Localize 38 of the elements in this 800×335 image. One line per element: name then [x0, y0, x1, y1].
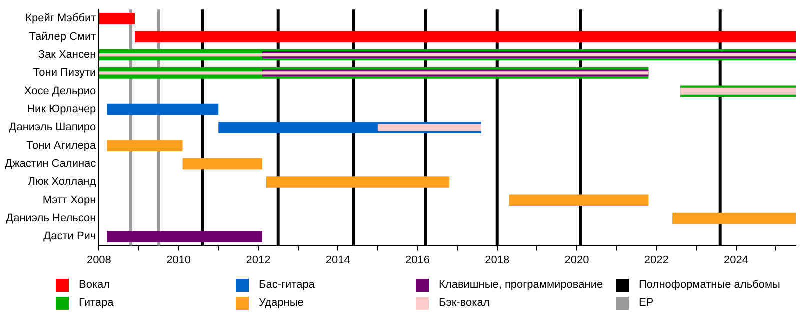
legend-label: Бэк-вокал [439, 297, 490, 309]
bar [135, 31, 796, 42]
legend-label: Вокал [79, 279, 110, 291]
legend-label: Гитара [79, 297, 114, 309]
y-tick-label: Дасти Рич [44, 230, 96, 243]
y-tick-label: Тони Агилера [26, 140, 98, 152]
legend-label: Клавишные, программирование [439, 279, 604, 291]
y-tick-label: Люк Холланд [28, 176, 97, 188]
x-tick-label: 2024 [724, 254, 749, 266]
y-tick-label: Мэтт Хорн [42, 194, 96, 206]
legend-label: Полноформатные альбомы [639, 279, 780, 291]
bar [107, 140, 183, 152]
x-tick-label: 2012 [246, 254, 271, 266]
x-tick-label: 2018 [485, 254, 510, 266]
x-tick-label: 2008 [86, 254, 112, 266]
y-tick-label: Хосе Дельрио [24, 85, 96, 98]
x-tick-label: 2016 [405, 254, 430, 266]
x-tick-label: 2020 [564, 254, 590, 266]
x-tick-label: 2010 [166, 254, 192, 266]
x-tick-label: 2014 [326, 254, 350, 266]
y-tick-label: Тони Пизути [33, 67, 96, 80]
bar [266, 176, 450, 188]
legend-label: Ударные [259, 297, 304, 309]
bar [99, 13, 136, 24]
y-tick-label: Крейг Мэббит [26, 12, 96, 25]
y-tick-label: Ник Юрлачер [27, 104, 96, 116]
bar [672, 212, 796, 224]
bar [107, 104, 219, 116]
bar [182, 158, 262, 170]
y-tick-label: Джастин Салинас [4, 158, 97, 170]
y-tick-label: Зак Хансен [38, 49, 96, 62]
bar [509, 194, 649, 206]
legend-label: EP [639, 297, 654, 309]
y-tick-label: Даниэль Шапиро [9, 122, 96, 134]
y-tick-label: Тайлер Смит [29, 30, 96, 43]
legend-label: Бас-гитара [259, 279, 315, 291]
x-tick-label: 2022 [644, 254, 669, 266]
y-tick-label: Даниэль Нельсон [6, 212, 96, 225]
